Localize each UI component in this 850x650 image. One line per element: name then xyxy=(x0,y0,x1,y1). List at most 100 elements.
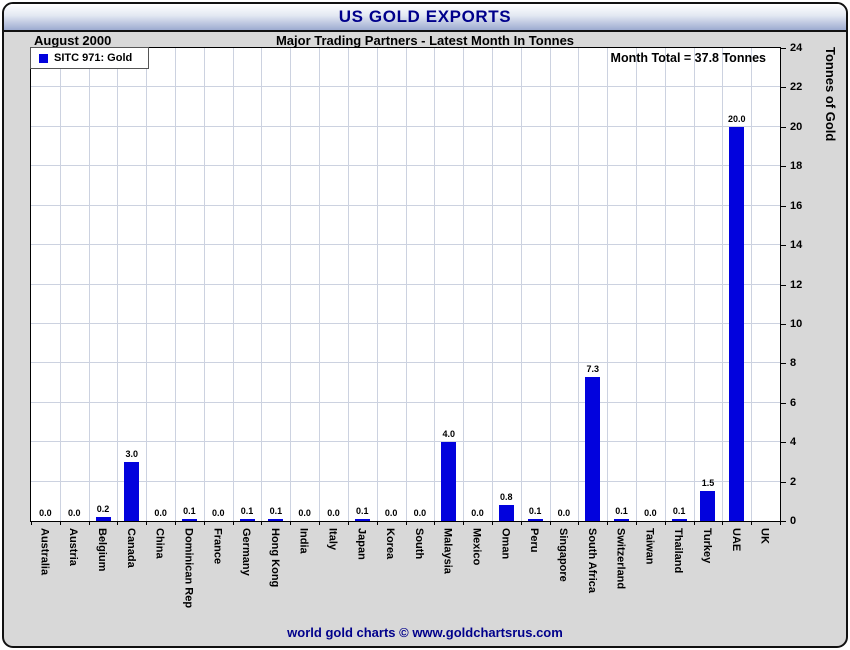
x-tick-mark xyxy=(261,521,263,525)
y-tick-label: 2 xyxy=(790,475,797,488)
bar-value-label: 0.1 xyxy=(183,506,196,516)
x-tick-mark xyxy=(549,521,551,525)
legend: SITC 971: Gold xyxy=(30,47,150,69)
x-category-label: South xyxy=(412,528,425,560)
x-tick-mark xyxy=(722,521,724,525)
bar xyxy=(354,519,370,521)
x-category-label: Belgium xyxy=(96,528,109,572)
bar-value-label: 0.0 xyxy=(211,508,225,518)
bar-value-label: 0.1 xyxy=(269,506,283,516)
bar-value-label: 0.1 xyxy=(240,506,254,516)
bar-value-label: 0.1 xyxy=(528,506,542,516)
x-category-label: Austria xyxy=(67,528,80,566)
bar-value-label: 3.0 xyxy=(125,448,139,459)
x-tick-mark xyxy=(491,521,493,525)
bar-value-label: 0.0 xyxy=(557,508,571,518)
chart-period: August 2000 xyxy=(34,33,112,48)
bar-value-label: 20.0 xyxy=(728,113,746,124)
x-tick-mark xyxy=(376,521,378,525)
v-gridline xyxy=(146,48,148,521)
bar-value-label: 0.1 xyxy=(672,506,686,516)
x-tick-mark xyxy=(635,521,637,525)
x-tick-mark xyxy=(146,521,148,525)
x-tick-mark xyxy=(31,521,32,525)
y-tick-label: 20 xyxy=(790,120,803,133)
y-axis: 0 2 4 6 8 10 12 14 16 18 20 22 24 xyxy=(781,42,825,527)
x-category-label: Mexico xyxy=(470,528,483,566)
bar xyxy=(268,519,284,521)
window-title: US GOLD EXPORTS xyxy=(338,7,512,26)
bar-value-label: 0.0 xyxy=(39,508,52,518)
bar-value-label: 0.0 xyxy=(67,508,81,518)
v-gridline xyxy=(751,48,753,521)
v-gridline xyxy=(664,48,666,521)
y-tick-label: 12 xyxy=(790,278,803,291)
x-category-label: Italy xyxy=(326,528,339,551)
v-gridline xyxy=(520,48,522,521)
x-category-label: Oman xyxy=(499,528,512,560)
x-tick-mark xyxy=(319,521,321,525)
x-category-label: Dominican Rep xyxy=(182,528,195,609)
v-gridline xyxy=(463,48,465,521)
x-tick-mark xyxy=(117,521,119,525)
x-tick-mark xyxy=(88,521,90,525)
x-tick-mark xyxy=(59,521,61,525)
v-gridline xyxy=(261,48,263,521)
x-category-label: Canada xyxy=(124,528,137,568)
v-gridline xyxy=(607,48,609,521)
v-gridline xyxy=(434,48,436,521)
v-gridline xyxy=(549,48,551,521)
bar xyxy=(239,519,255,521)
x-category-label: UAE xyxy=(729,528,742,552)
bar-value-label: 0.0 xyxy=(644,508,657,518)
v-gridline xyxy=(376,48,378,521)
x-tick-mark xyxy=(664,521,666,525)
x-category-label: Turkey xyxy=(700,528,713,564)
v-gridline xyxy=(405,48,407,521)
x-tick-mark xyxy=(434,521,436,525)
y-tick-mark xyxy=(781,245,786,247)
month-total: Month Total = 37.8 Tonnes xyxy=(610,51,766,65)
bar xyxy=(124,461,140,521)
v-gridline xyxy=(722,48,724,521)
y-tick-mark xyxy=(781,284,786,286)
x-category-label: UK xyxy=(758,528,771,544)
x-tick-mark xyxy=(520,521,522,525)
x-category-label: Korea xyxy=(384,528,397,560)
bar-value-label: 0.1 xyxy=(356,506,369,516)
x-category-label: Malaysia xyxy=(441,528,454,574)
bar-value-label: 1.5 xyxy=(701,478,715,489)
y-tick-label: 8 xyxy=(790,357,797,370)
y-tick-label: 24 xyxy=(790,42,803,54)
y-tick-label: 10 xyxy=(790,317,803,330)
x-tick-mark xyxy=(578,521,580,525)
bar xyxy=(441,442,457,521)
bar xyxy=(614,519,630,521)
bar xyxy=(498,505,514,521)
x-category-label: India xyxy=(297,528,310,554)
x-category-label: Japan xyxy=(355,528,368,560)
bar-value-label: 0.0 xyxy=(298,508,311,518)
y-tick-mark xyxy=(781,521,786,522)
legend-swatch-icon xyxy=(39,53,48,63)
y-tick-mark xyxy=(781,87,786,89)
bar xyxy=(95,517,111,521)
x-category-label: Switzerland xyxy=(614,528,627,590)
x-tick-mark xyxy=(751,521,753,525)
y-tick-mark xyxy=(781,323,786,325)
v-gridline xyxy=(491,48,493,521)
y-tick-label: 14 xyxy=(790,239,803,252)
bar-value-label: 0.0 xyxy=(154,508,167,518)
v-gridline xyxy=(175,48,177,521)
y-tick-label: 4 xyxy=(790,436,797,449)
v-gridline xyxy=(290,48,292,521)
y-tick-mark xyxy=(781,442,786,444)
bar-value-label: 0.0 xyxy=(471,508,484,518)
bar xyxy=(729,126,745,521)
plot-area: SITC 971: Gold Month Total = 37.8 Tonnes… xyxy=(30,47,781,522)
x-category-label: Hong Kong xyxy=(268,528,281,588)
y-tick-mark xyxy=(781,205,786,207)
bar xyxy=(527,519,543,521)
v-gridline xyxy=(347,48,349,521)
